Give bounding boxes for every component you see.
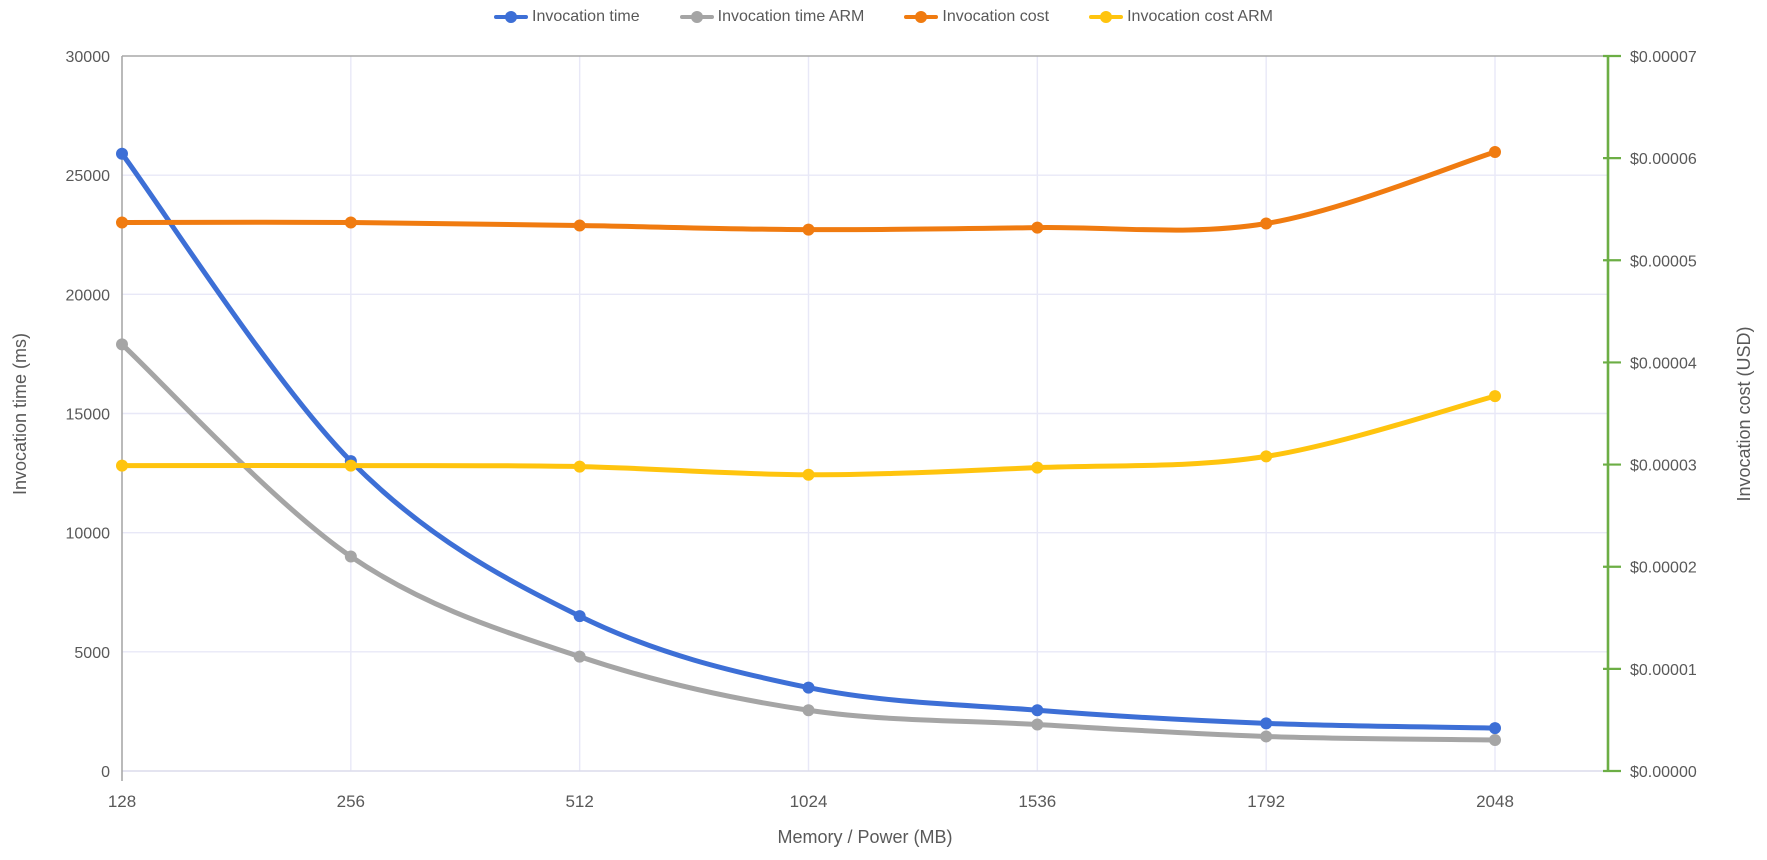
y-left-tick-label: 25000 [66, 168, 111, 185]
y-right-tick-label: $0.00004 [1630, 355, 1697, 372]
series-marker-invocation-time-arm [344, 550, 357, 563]
series-marker-invocation-time-arm [1489, 734, 1501, 747]
y-left-tick-label: 20000 [66, 287, 111, 304]
legend-line-marker-icon [494, 10, 529, 24]
legend-item-invocation-cost-arm: Invocation cost ARM [1089, 8, 1273, 26]
x-tick-label: 1792 [1247, 792, 1285, 811]
series-marker-invocation-time [1031, 704, 1044, 717]
legend-label: Invocation cost [942, 8, 1050, 25]
legend-line-marker-icon [904, 10, 939, 24]
y-right-tick-label: $0.00007 [1630, 49, 1697, 66]
series-marker-invocation-cost-arm [1489, 390, 1501, 403]
chart-legend: Invocation time Invocation time ARM Invoca… [0, 2, 1767, 32]
series-marker-invocation-cost [1260, 217, 1273, 230]
y-right-tick-label: $0.00002 [1630, 560, 1697, 577]
y-right-tick-label: $0.00001 [1630, 662, 1697, 679]
series-marker-invocation-time-arm [1031, 718, 1044, 731]
y-right-tick-label: $0.00000 [1630, 764, 1697, 781]
series-marker-invocation-cost-arm [802, 468, 815, 481]
series-marker-invocation-time [573, 610, 586, 623]
x-axis-title: Memory / Power (MB) [777, 827, 953, 847]
series-marker-invocation-time [1260, 717, 1273, 730]
y-left-tick-label: 5000 [74, 645, 110, 662]
y-left-tick-label: 15000 [66, 407, 111, 424]
y-right-tick-label: $0.00005 [1630, 253, 1697, 270]
series-marker-invocation-cost [116, 216, 128, 229]
series-marker-invocation-cost [1031, 221, 1044, 234]
series-marker-invocation-time [802, 681, 815, 694]
y-left-tick-label: 10000 [66, 526, 111, 543]
x-tick-label: 1536 [1018, 792, 1056, 811]
series-marker-invocation-cost [1489, 146, 1501, 159]
series-marker-invocation-time-arm [573, 650, 586, 663]
y-left-tick-label: 0 [101, 764, 110, 781]
x-tick-label: 2048 [1476, 792, 1514, 811]
series-marker-invocation-cost [802, 223, 815, 236]
series-marker-invocation-cost [573, 219, 586, 232]
series-marker-invocation-time-arm [802, 704, 815, 717]
x-tick-label: 256 [337, 792, 365, 811]
series-marker-invocation-time [1489, 722, 1501, 735]
series-marker-invocation-cost-arm [116, 459, 128, 472]
legend-item-invocation-time: Invocation time [494, 8, 640, 26]
series-marker-invocation-cost [344, 216, 357, 229]
y-right-tick-label: $0.00003 [1630, 458, 1697, 475]
x-tick-label: 128 [108, 792, 136, 811]
legend-line-marker-icon [679, 10, 714, 24]
right-axis-title: Invocation cost (USD) [1734, 326, 1754, 502]
legend-label: Invocation time ARM [717, 8, 865, 25]
left-axis-title: Invocation time (ms) [10, 332, 30, 496]
y-left-tick-label: 30000 [66, 49, 111, 66]
series-marker-invocation-cost-arm [344, 459, 357, 472]
series-marker-invocation-time [116, 147, 128, 160]
x-tick-label: 512 [565, 792, 593, 811]
y-right-tick-label: $0.00006 [1630, 151, 1697, 168]
legend-line-marker-icon [1089, 10, 1124, 24]
series-marker-invocation-cost-arm [1031, 461, 1044, 474]
legend-item-invocation-time-arm: Invocation time ARM [679, 8, 865, 26]
series-marker-invocation-time-arm [116, 338, 128, 351]
series-marker-invocation-time-arm [1260, 730, 1273, 743]
series-marker-invocation-cost-arm [1260, 450, 1273, 463]
legend-label: Invocation cost ARM [1127, 8, 1273, 25]
series-marker-invocation-cost-arm [573, 460, 586, 473]
legend-item-invocation-cost: Invocation cost [904, 8, 1049, 26]
x-tick-label: 1024 [790, 792, 828, 811]
legend-label: Invocation time [532, 8, 640, 25]
